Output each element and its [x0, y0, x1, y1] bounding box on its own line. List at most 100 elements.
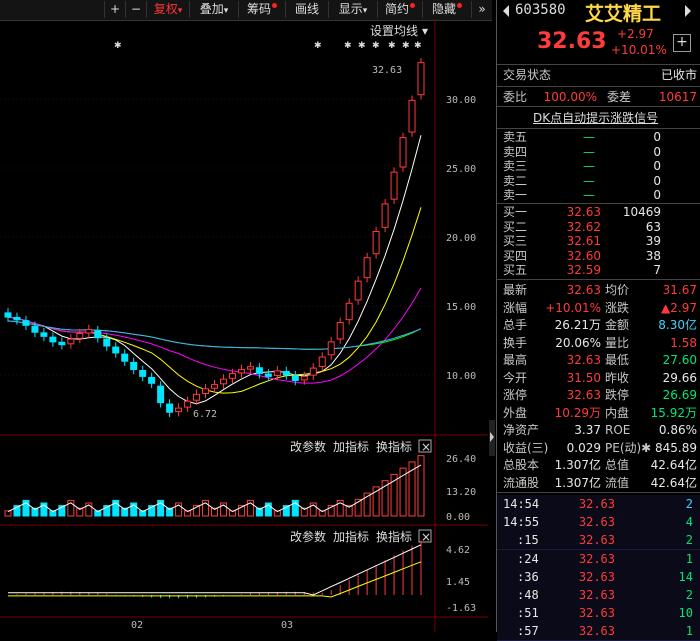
tab-change-params[interactable]: 改参数: [290, 439, 326, 454]
candle-body: [237, 368, 245, 374]
diejia-button[interactable]: 叠加▾: [189, 1, 238, 18]
huaxian-button[interactable]: 画线: [285, 1, 328, 18]
zoom-out-button[interactable]: −: [125, 1, 146, 18]
stat-value: 29.66: [662, 370, 697, 385]
candle-body: [264, 373, 272, 377]
stat-value: 32.63: [566, 283, 601, 297]
stat-row: 总股本 1.307亿 总值 42.64亿: [497, 456, 700, 474]
event-marker-icon: ✱: [414, 41, 422, 51]
ask-price: —: [583, 130, 595, 144]
stat-label: 昨收: [605, 370, 630, 385]
bid-price: 32.61: [566, 234, 601, 249]
candle-body: [291, 375, 299, 382]
volume-bar: [130, 502, 138, 517]
candle-body: [184, 400, 192, 408]
volume-bar: [318, 510, 326, 517]
bid-label: 买四: [503, 248, 528, 263]
volume-bar: [282, 505, 290, 517]
macd-panel-tabs: 改参数 加指标 换指标 ×: [290, 529, 432, 544]
stat-label: 涨停: [503, 388, 528, 402]
ask-row: 卖三 — 0: [497, 159, 700, 174]
bid-price: 32.63: [566, 205, 601, 219]
close-icon[interactable]: ×: [421, 530, 431, 544]
volume-bar: [193, 505, 201, 517]
prev-stock-icon[interactable]: [503, 5, 509, 17]
event-markers: ✱ ✱ ✱ ✱ ✱ ✱ ✱ ✱: [114, 41, 422, 51]
candle-body: [408, 99, 416, 133]
macd-dea-line: [8, 561, 422, 598]
stat-row: 净资产 3.37 ROE 0.86%: [497, 421, 700, 439]
add-watchlist-button[interactable]: +: [673, 34, 691, 52]
high-price-label: 32.63: [372, 65, 402, 76]
jianyue-button[interactable]: 简约: [377, 1, 422, 18]
bid-row: 买二 32.62 63: [497, 220, 700, 235]
price-change-pct: +10.01%: [611, 43, 667, 57]
candle-body: [148, 376, 156, 384]
dk-signal-link[interactable]: DK点自动提示涨跌信号: [533, 111, 659, 125]
stat-value: 20.06%: [555, 335, 601, 350]
stat-value: 3.37: [574, 423, 601, 437]
candle-body: [282, 370, 290, 376]
macd-bars: [16, 540, 422, 599]
chevron-down-icon: ▾: [422, 24, 428, 38]
weicha-value: 10617: [658, 90, 697, 104]
zoom-in-button[interactable]: +: [104, 1, 125, 18]
candle-body: [94, 330, 102, 339]
tick-row[interactable]: :24 32.63 1: [497, 549, 700, 569]
event-marker-icon: ✱: [314, 41, 322, 51]
volume-bar: [372, 486, 380, 517]
bid-label: 买三: [503, 234, 528, 249]
price-tick-label: 15.00: [446, 302, 476, 313]
close-icon-box-macd[interactable]: [418, 529, 432, 543]
bid-price: 32.62: [566, 219, 601, 234]
candle-body: [112, 346, 120, 354]
more-button[interactable]: »: [471, 1, 492, 18]
tab-add-indicator-macd[interactable]: 加指标: [333, 529, 369, 544]
tick-row[interactable]: 14:54 32.63 2: [497, 495, 700, 514]
tick-time: :36: [517, 569, 539, 584]
panel-collapse-handle[interactable]: [489, 420, 495, 456]
fuquan-button[interactable]: 复权▾: [146, 1, 189, 18]
stat-row: 最高 32.63 最低 27.60: [497, 351, 700, 369]
settings-ma-label[interactable]: 设置均线: [370, 24, 418, 38]
tab-add-indicator[interactable]: 加指标: [333, 439, 369, 454]
jianyue-label: 简约: [384, 2, 409, 16]
chouma-button[interactable]: 筹码: [238, 1, 285, 18]
tab-switch-indicator[interactable]: 换指标: [376, 439, 412, 454]
volume-bar: [354, 498, 362, 517]
volume-bar: [399, 467, 407, 517]
tick-row[interactable]: :51 32.63 10: [497, 604, 700, 624]
trade-status-label: 交易状态: [503, 68, 552, 82]
candle-body: [228, 373, 236, 379]
quote-panel: 603580 艾艾精工 32.63 +2.97 +10.01% + 交易状态 已…: [496, 0, 700, 641]
volume-bar: [211, 507, 218, 517]
tick-row[interactable]: :15 32.63 2: [497, 531, 700, 551]
kline-chart-area[interactable]: 设置均线 ▾ 30.00 25.00 20.00 15.00 10.00 ✱ ✱ ✱ ✱ ✱ ✱ ✱…: [0, 21, 488, 632]
candle-body: [219, 378, 227, 385]
next-stock-icon[interactable]: [685, 5, 691, 17]
weibi-value: 100.00%: [543, 90, 597, 104]
volume-bar: [255, 507, 263, 517]
stat-label: 流值: [605, 475, 630, 490]
event-marker-icon: ✱: [358, 41, 366, 51]
stock-name: 艾艾精工: [585, 3, 662, 25]
volume-bar: [381, 480, 389, 517]
volume-panel-tabs: 改参数 加指标 换指标 ×: [290, 439, 432, 454]
yincang-button[interactable]: 隐藏: [422, 1, 471, 18]
tab-switch-indicator-macd[interactable]: 换指标: [376, 529, 412, 544]
ask-price: —: [583, 173, 595, 188]
tick-row[interactable]: 14:55 32.63 4: [497, 513, 700, 533]
close-icon[interactable]: ×: [421, 440, 431, 454]
volume-ma-lines: [7, 464, 422, 513]
xianshi-button[interactable]: 显示▾: [328, 1, 377, 18]
volume-bar: [309, 502, 317, 517]
close-icon-box[interactable]: [418, 439, 432, 453]
candle-body: [372, 230, 380, 255]
tick-row[interactable]: :48 32.63 2: [497, 586, 700, 605]
tick-row[interactable]: :36 32.63 14: [497, 567, 700, 587]
candle-body: [175, 407, 183, 413]
candle-body: [336, 322, 344, 340]
volume-bar: [22, 499, 30, 517]
tick-price: 32.63: [578, 606, 615, 621]
tab-change-params-macd[interactable]: 改参数: [290, 529, 326, 544]
